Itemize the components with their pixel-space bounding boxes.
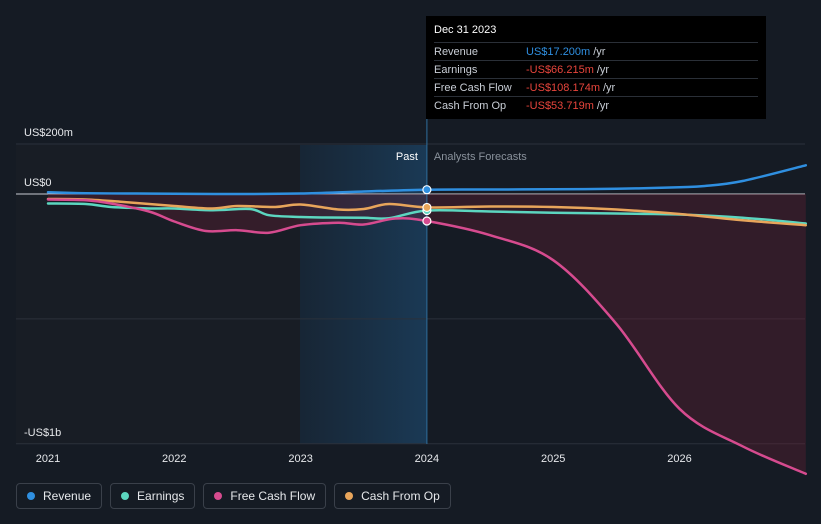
x-tick-label: 2024 xyxy=(415,453,439,465)
x-tick-label: 2021 xyxy=(36,453,60,465)
tooltip-row-unit: /yr xyxy=(603,81,616,94)
legend-item-cash-from-op[interactable]: Cash From Op xyxy=(334,483,451,509)
y-tick-label: US$200m xyxy=(24,127,73,139)
free-cash-flow-marker xyxy=(422,216,432,226)
legend-dot-icon xyxy=(27,492,35,500)
tooltip-row-unit: /yr xyxy=(596,63,610,76)
tooltip-row-label: Revenue xyxy=(434,45,479,58)
earnings-line xyxy=(46,202,808,225)
cash-from-op-marker xyxy=(422,202,432,213)
legend-dot-icon xyxy=(214,492,223,500)
x-tick-label: 2023 xyxy=(288,453,312,465)
tooltip-row: Free Cash Flow -US$108.174m/yr xyxy=(434,78,758,96)
tooltip-row-value: -US$53.719m xyxy=(526,99,594,112)
tooltip-row-value: US$17.200m xyxy=(526,45,591,58)
past-highlight-band xyxy=(300,145,427,444)
legend-label: Earnings xyxy=(137,489,185,503)
forecast-label: Analysts Forecasts xyxy=(434,151,527,163)
tooltip-row-unit: /yr xyxy=(596,99,610,112)
legend-item-earnings[interactable]: Earnings xyxy=(110,483,196,509)
tooltip-row-value: -US$108.174m xyxy=(526,81,600,94)
x-tick-label: 2022 xyxy=(162,453,186,465)
tooltip-row-unit: /yr xyxy=(593,45,606,58)
tooltip-row-value: -US$66.215m xyxy=(526,63,594,76)
legend-item-revenue[interactable]: Revenue xyxy=(16,483,103,509)
revenue-marker xyxy=(422,185,432,195)
x-tick-label: 2025 xyxy=(541,453,565,465)
chart-legend: Revenue Earnings Free Cash Flow Cash From O… xyxy=(16,483,451,511)
free-cash-flow-line xyxy=(46,198,808,476)
tooltip-row-label: Earnings xyxy=(434,63,478,76)
legend-item-free-cash-flow[interactable]: Free Cash Flow xyxy=(203,483,327,509)
past-background xyxy=(16,145,300,444)
tooltip-row: Earnings -US$66.215m/yr xyxy=(434,60,758,78)
y-tick-label: US$0 xyxy=(24,177,52,189)
data-tooltip: Dec 31 2023 Revenue US$17.200m/yr Earnings… xyxy=(426,16,766,119)
tooltip-row: Cash From Op -US$53.719m/yr xyxy=(434,96,758,114)
tooltip-date: Dec 31 2023 xyxy=(434,24,497,36)
x-tick-label: 2026 xyxy=(667,453,691,465)
cash-from-op-line xyxy=(46,197,808,227)
legend-dot-icon xyxy=(121,492,130,500)
legend-label: Cash From Op xyxy=(361,489,440,503)
y-tick-label: -US$1b xyxy=(24,427,61,439)
legend-label: Revenue xyxy=(43,489,92,503)
tooltip-row-label: Free Cash Flow xyxy=(434,81,512,94)
past-label: Past xyxy=(396,151,418,163)
legend-dot-icon xyxy=(345,492,354,500)
free-cash-flow-area xyxy=(48,194,806,474)
legend-label: Free Cash Flow xyxy=(230,489,316,503)
tooltip-row-label: Cash From Op xyxy=(434,99,507,112)
tooltip-row: Revenue US$17.200m/yr xyxy=(434,42,758,60)
